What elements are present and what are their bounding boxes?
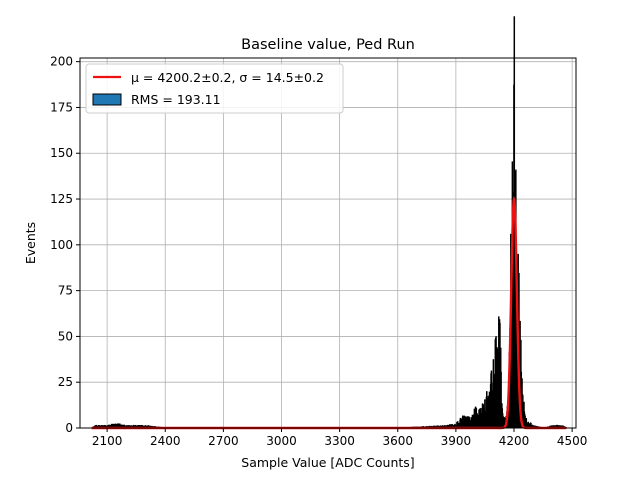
y-tick-label: 175 — [50, 100, 73, 114]
legend-hist-label: RMS = 193.11 — [131, 92, 221, 107]
x-tick-label: 2700 — [208, 434, 239, 448]
plot-frame — [79, 57, 577, 429]
legend: μ = 4200.2±0.2, σ = 14.5±0.2 RMS = 193.1… — [85, 63, 344, 114]
x-tick-label: 3900 — [441, 434, 472, 448]
x-tick-label: 4200 — [499, 434, 530, 448]
y-tick-label: 0 — [65, 421, 73, 435]
x-tick-label: 3000 — [266, 434, 297, 448]
legend-hist-swatch — [92, 93, 122, 106]
y-tick-label: 100 — [50, 238, 73, 252]
x-tick-label: 3300 — [324, 434, 355, 448]
x-axis-label: Sample Value [ADC Counts] — [241, 455, 414, 470]
x-axis-ticks: 2100 2400 2700 3000 3300 3600 3900 4200 4500 — [92, 428, 588, 448]
y-tick-label: 50 — [58, 329, 73, 343]
y-tick-label: 75 — [58, 284, 73, 298]
y-tick-label: 25 — [58, 375, 73, 389]
y-axis-ticks: 0 25 50 75 100 125 150 175 200 — [50, 55, 80, 435]
chart-title: Baseline value, Ped Run — [241, 37, 415, 53]
y-axis-label: Events — [23, 222, 38, 264]
x-tick-label: 4500 — [557, 434, 588, 448]
x-tick-label: 2100 — [92, 434, 123, 448]
legend-box — [85, 63, 344, 114]
x-tick-label: 2400 — [150, 434, 181, 448]
y-tick-label: 150 — [50, 146, 73, 160]
y-tick-label: 125 — [50, 192, 73, 206]
legend-fit-label: μ = 4200.2±0.2, σ = 14.5±0.2 — [131, 70, 324, 85]
x-tick-label: 3600 — [382, 434, 413, 448]
y-tick-label: 200 — [50, 55, 73, 69]
